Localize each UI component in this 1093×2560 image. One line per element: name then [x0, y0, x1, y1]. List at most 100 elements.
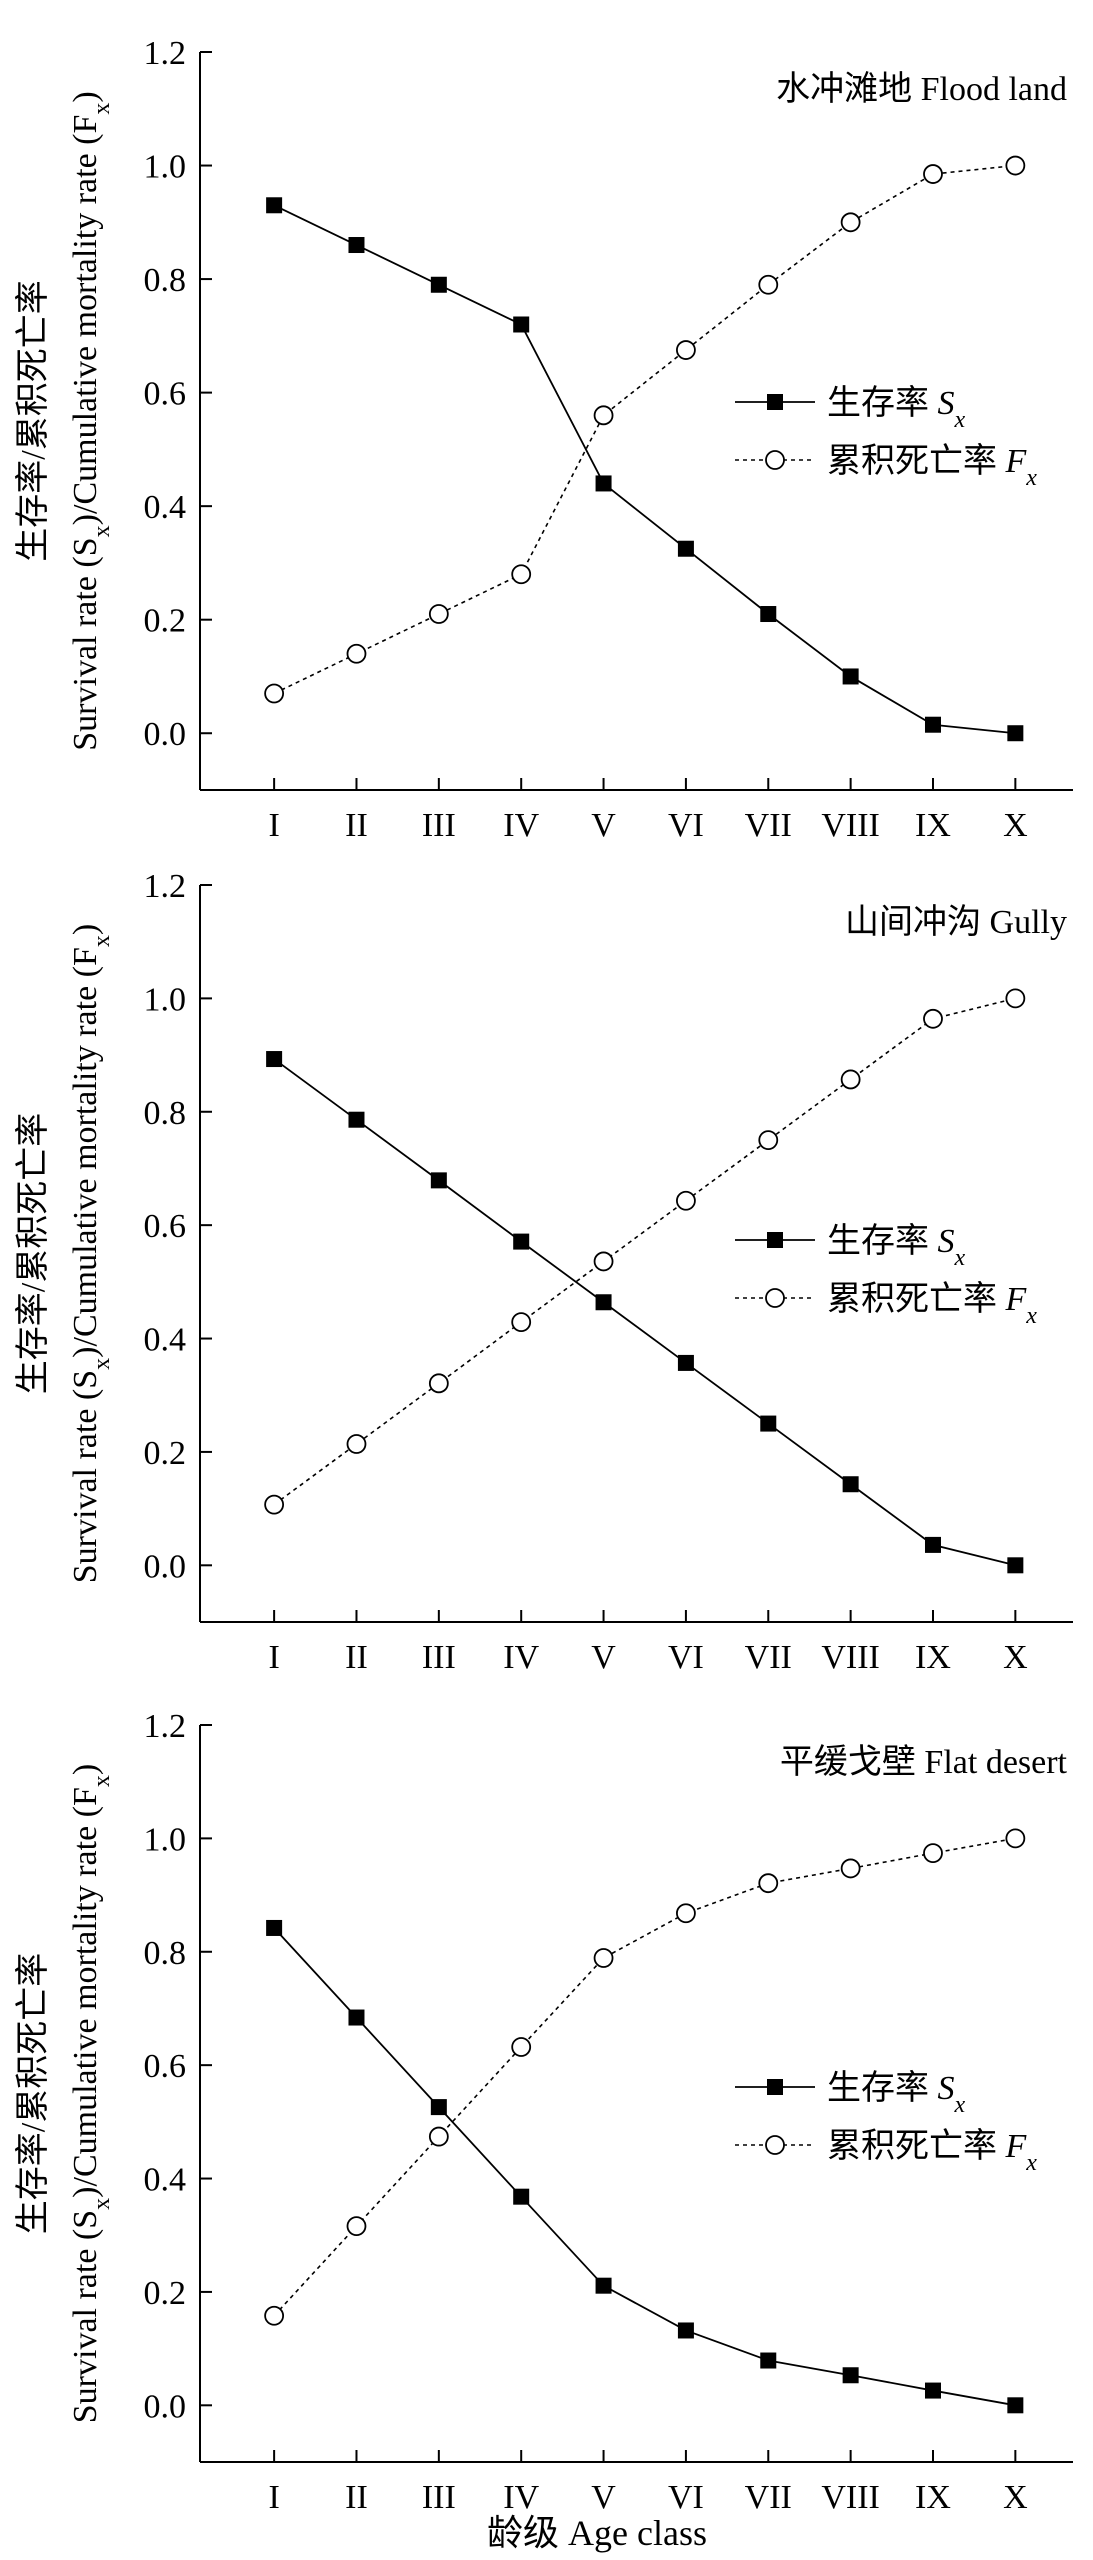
chart-panel-3: 0.00.20.40.60.81.01.2I II III IV V VI VII VIII I…	[14, 1708, 1073, 2516]
x-tick-label: II	[345, 807, 368, 844]
legend-label-1: 生存率 Sx	[827, 1222, 966, 1271]
x-tick-label: II	[345, 1639, 368, 1676]
y-tick-label: 1.0	[144, 149, 187, 186]
data-point-square	[924, 716, 941, 733]
y-axis-label-line2: Survival rate (Sx)/Cumulative mortality …	[67, 91, 115, 750]
data-point-circle	[1005, 155, 1026, 176]
data-point-circle	[676, 1190, 696, 1211]
data-point-circle	[676, 340, 696, 360]
data-point-square	[760, 2352, 777, 2369]
x-tick-label: II	[345, 2479, 368, 2516]
y-tick-label: 1.0	[144, 981, 187, 1018]
data-point-square	[348, 2009, 365, 2026]
data-point-circle	[511, 564, 532, 585]
data-point-square	[348, 237, 365, 254]
y-tick-label: 1.0	[144, 1821, 187, 1858]
data-point-square	[1007, 2397, 1024, 2414]
data-point-square	[1007, 1557, 1024, 1574]
data-point-circle	[428, 604, 449, 624]
chart-panel-2: 0.00.20.40.60.81.01.2I II III IV V VI VII VIII I…	[14, 868, 1073, 1676]
y-tick-label: 0.0	[144, 1548, 187, 1585]
series-line-2	[273, 164, 1016, 695]
data-point-square	[924, 2382, 941, 2399]
x-tick-label: VII	[745, 807, 792, 844]
data-point-square	[595, 2277, 612, 2294]
y-axis-label-line1: 生存率/累积死亡率	[14, 280, 52, 561]
chart-title: 水冲滩地 Flood land	[776, 70, 1067, 108]
x-tick-label: V	[591, 1639, 616, 1676]
x-tick-label: VIII	[821, 1639, 880, 1676]
data-point-square	[760, 606, 777, 623]
data-point-square	[266, 1919, 283, 1936]
y-tick-label: 0.4	[144, 2162, 187, 2199]
x-tick-label: IX	[915, 2479, 951, 2516]
y-tick-label: 0.2	[144, 603, 187, 640]
series-line-2	[273, 997, 1016, 1506]
x-tick-label: X	[1003, 807, 1028, 844]
x-tick-label: IV	[503, 807, 539, 844]
legend-marker-circle	[765, 1288, 785, 1308]
data-point-circle	[264, 2305, 285, 2326]
data-point-circle	[840, 212, 861, 233]
series-line-2	[273, 1837, 1016, 2317]
data-point-circle	[758, 1873, 779, 1894]
data-point-circle	[346, 643, 367, 664]
data-point-circle	[1005, 1828, 1026, 1849]
x-tick-label: VII	[745, 2479, 792, 2516]
legend-label-2: 累积死亡率 Fx	[827, 442, 1037, 491]
x-tick-label: IX	[915, 1639, 951, 1676]
x-tick-label: VI	[668, 2479, 704, 2516]
y-tick-label: 1.2	[144, 868, 187, 905]
data-point-circle	[758, 1130, 779, 1151]
x-tick-label: I	[268, 1639, 279, 1676]
series-line-1	[273, 1058, 1016, 1567]
y-tick-label: 0.2	[144, 2275, 187, 2312]
y-tick-label: 0.8	[144, 1935, 187, 1972]
data-point-circle	[758, 274, 779, 295]
data-point-circle	[840, 1858, 861, 1879]
y-tick-label: 0.8	[144, 262, 187, 299]
data-point-square	[595, 1294, 612, 1311]
data-point-circle	[511, 1312, 532, 1332]
x-tick-label: V	[591, 807, 616, 844]
data-point-square	[1007, 725, 1024, 742]
x-tick-label: IX	[915, 807, 951, 844]
legend-marker-circle	[765, 2135, 785, 2155]
x-tick-label: I	[268, 2479, 279, 2516]
data-point-circle	[593, 1251, 614, 1272]
data-point-square	[348, 1111, 365, 1128]
data-point-circle	[923, 164, 943, 184]
legend-marker-square	[767, 394, 783, 410]
data-point-square	[513, 2188, 530, 2205]
chart-panel-1: 0.00.20.40.60.81.01.2I II III IV V VI VII VIII I…	[14, 35, 1073, 844]
y-tick-label: 0.6	[144, 2048, 187, 2085]
y-axis-label-line2: Survival rate (Sx)/Cumulative mortality …	[67, 1764, 115, 2423]
series-line-1	[273, 1927, 1016, 2407]
y-axis-label-line1: 生存率/累积死亡率	[14, 1113, 52, 1394]
x-tick-label: VI	[668, 807, 704, 844]
data-point-square	[842, 2367, 859, 2384]
legend-label-2: 累积死亡率 Fx	[827, 1280, 1037, 1329]
legend-marker-square	[767, 2079, 783, 2095]
y-tick-label: 0.6	[144, 1208, 187, 1245]
data-point-square	[760, 1415, 777, 1432]
data-point-circle	[428, 1373, 449, 1394]
data-point-circle	[923, 1843, 943, 1864]
data-point-square	[513, 316, 530, 333]
x-tick-label: VIII	[821, 807, 880, 844]
data-point-square	[677, 540, 694, 557]
legend-label-2: 累积死亡率 Fx	[827, 2127, 1037, 2176]
legend-label-1: 生存率 Sx	[827, 2069, 966, 2118]
x-tick-label: VI	[668, 1639, 704, 1676]
data-point-circle	[264, 1494, 285, 1515]
data-point-square	[595, 475, 612, 492]
x-axis-label: 龄级 Age class	[487, 2513, 707, 2553]
data-point-circle	[593, 1948, 614, 1968]
legend-label-1: 生存率 Sx	[827, 384, 966, 433]
data-point-circle	[346, 2216, 367, 2237]
data-point-square	[430, 1172, 447, 1189]
x-tick-label: III	[422, 1639, 456, 1676]
data-point-square	[677, 2322, 694, 2339]
series-line-1	[273, 204, 1016, 735]
